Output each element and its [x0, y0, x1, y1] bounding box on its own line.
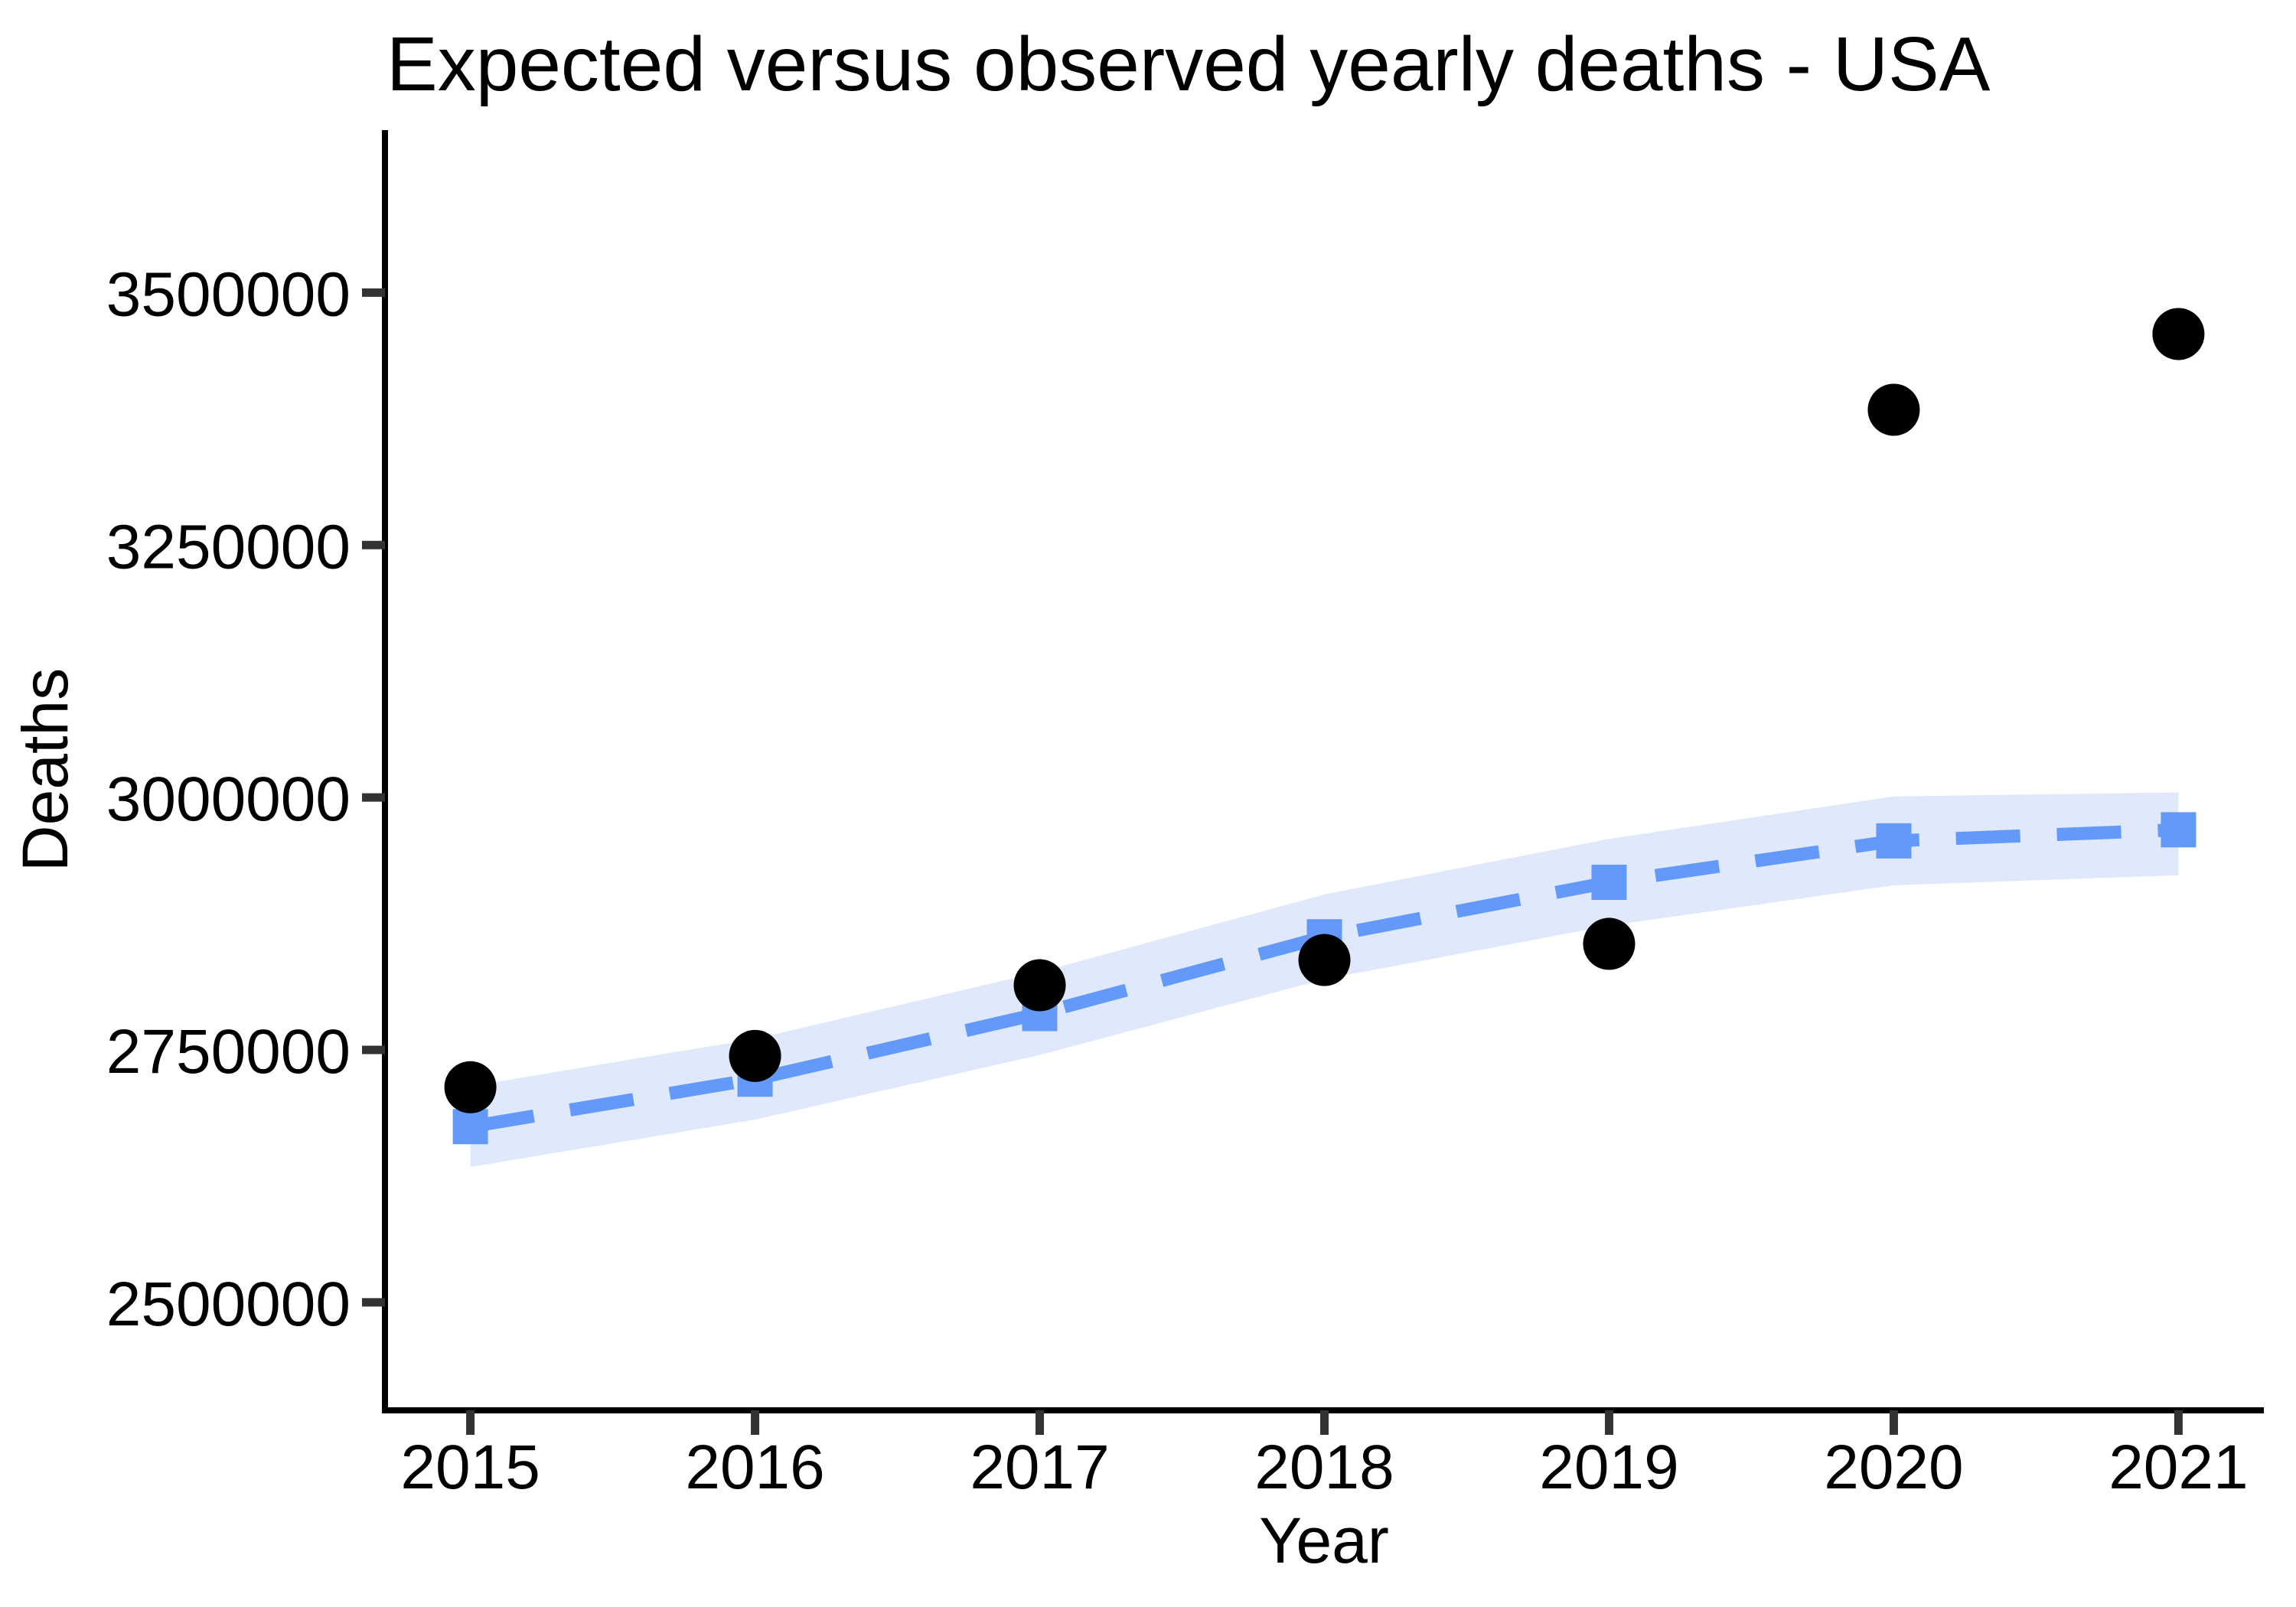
- y-tick-label-2750000: 2750000: [106, 1017, 351, 1087]
- expected-point-2021: [2161, 812, 2197, 848]
- observed-point-2020: [1867, 383, 1920, 436]
- marker-layer: [444, 308, 2205, 1145]
- x-tick-label-2015: 2015: [400, 1433, 540, 1502]
- observed-point-2019: [1583, 918, 1636, 970]
- y-tick-label-2500000: 2500000: [106, 1270, 351, 1339]
- axis-lines: [382, 130, 2264, 1413]
- expected-point-2019: [1591, 864, 1627, 900]
- x-tick-label-2016: 2016: [685, 1433, 824, 1502]
- y-tick-label-3500000: 3500000: [106, 259, 351, 329]
- y-tick-label-3000000: 3000000: [106, 764, 351, 834]
- x-tick-label-2017: 2017: [970, 1433, 1109, 1502]
- observed-point-2017: [1013, 959, 1066, 1012]
- tick-layer: [362, 288, 2183, 1435]
- confidence-band: [470, 792, 2179, 1168]
- y-axis-title: Deaths: [9, 668, 81, 872]
- y-tick-label-3250000: 3250000: [106, 512, 351, 582]
- tick-label-layer: 2500000 2750000 3000000 3250000 3500000 2015 2…: [106, 259, 2249, 1502]
- expected-point-2020: [1876, 823, 1912, 859]
- observed-point-2021: [2152, 308, 2205, 360]
- x-tick-label-2019: 2019: [1539, 1433, 1678, 1502]
- x-tick-label-2020: 2020: [1824, 1433, 1963, 1502]
- axis-layer: [382, 130, 2264, 1413]
- expected-point-2015: [452, 1109, 488, 1145]
- observed-point-2015: [444, 1061, 497, 1113]
- x-tick-label-2018: 2018: [1254, 1433, 1394, 1502]
- observed-point-2018: [1298, 934, 1351, 986]
- confidence-band-layer: [470, 792, 2179, 1168]
- x-tick-label-2021: 2021: [2108, 1433, 2248, 1502]
- observed-point-2016: [729, 1029, 781, 1082]
- x-axis-title: Year: [1259, 1504, 1389, 1576]
- chart-title: Expected versus observed yearly deaths -…: [386, 21, 1991, 107]
